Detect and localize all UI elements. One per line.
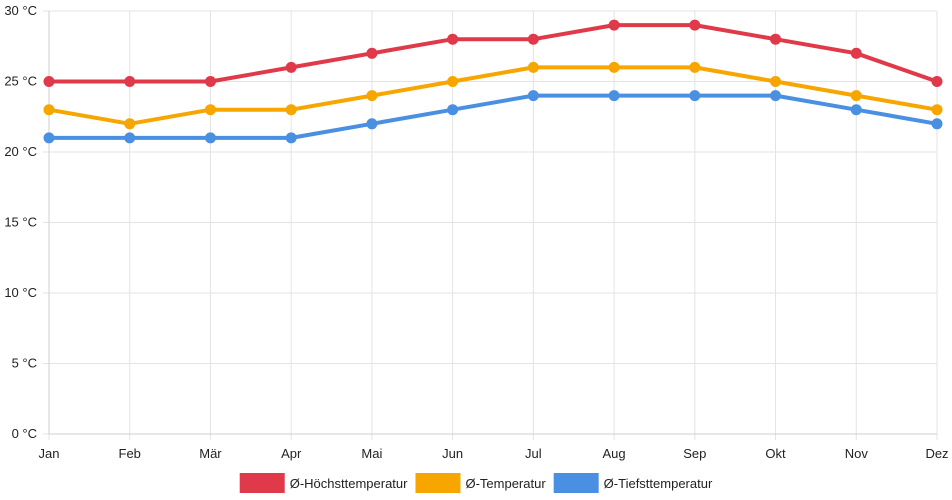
x-tick-label: Aug — [603, 446, 626, 461]
data-point[interactable] — [204, 104, 216, 116]
x-tick-label: Mai — [361, 446, 382, 461]
y-tick-label: 15 °C — [4, 215, 37, 230]
legend-label: Ø-Temperatur — [465, 476, 546, 491]
legend-swatch — [415, 473, 461, 493]
legend-item[interactable]: Ø-Höchsttemperatur — [239, 473, 408, 493]
data-point[interactable] — [770, 33, 782, 45]
data-point[interactable] — [608, 90, 620, 102]
data-point[interactable] — [204, 76, 216, 87]
data-point[interactable] — [447, 76, 459, 87]
data-point[interactable] — [689, 19, 701, 31]
data-point[interactable] — [447, 104, 459, 116]
data-point[interactable] — [608, 61, 620, 73]
data-point[interactable] — [43, 76, 55, 87]
legend-label: Ø-Höchsttemperatur — [290, 476, 408, 491]
x-tick-label: Jul — [525, 446, 542, 461]
series-line — [47, 23, 939, 84]
y-tick-label: 25 °C — [4, 74, 37, 89]
data-point[interactable] — [850, 47, 862, 59]
series-lines — [47, 23, 939, 140]
data-point[interactable] — [527, 90, 539, 102]
x-tick-label: Okt — [765, 446, 786, 461]
data-point[interactable] — [366, 47, 378, 59]
data-point[interactable] — [689, 61, 701, 73]
data-point[interactable] — [931, 118, 943, 130]
legend-swatch — [239, 473, 285, 493]
series-line — [47, 65, 939, 126]
series-points — [43, 19, 943, 144]
x-tick-label: Dez — [925, 446, 948, 461]
data-point[interactable] — [124, 76, 136, 87]
y-tick-label: 30 °C — [4, 3, 37, 18]
data-point[interactable] — [931, 76, 943, 87]
x-tick-label: Feb — [119, 446, 141, 461]
legend-item[interactable]: Ø-Tiefsttemperatur — [553, 473, 713, 493]
series-line — [47, 93, 939, 140]
data-point[interactable] — [850, 90, 862, 102]
x-tick-label: Nov — [845, 446, 869, 461]
y-tick-label: 0 °C — [12, 426, 37, 441]
x-tick-label: Jun — [442, 446, 463, 461]
data-point[interactable] — [366, 118, 378, 130]
data-point[interactable] — [366, 90, 378, 102]
legend-label: Ø-Tiefsttemperatur — [604, 476, 713, 491]
data-point[interactable] — [285, 104, 297, 116]
data-point[interactable] — [285, 132, 297, 144]
data-point[interactable] — [124, 118, 136, 130]
x-axis: Jan Feb Mär Apr Mai Jun Jul Aug Sep Okt Nov Dez — [39, 433, 949, 461]
data-point[interactable] — [770, 76, 782, 87]
data-point[interactable] — [527, 33, 539, 45]
data-point[interactable] — [204, 132, 216, 144]
data-point[interactable] — [770, 90, 782, 102]
data-point[interactable] — [527, 61, 539, 73]
legend-swatch — [553, 473, 599, 493]
y-axis: 0 °C 5 °C 10 °C 15 °C 20 °C 25 °C 30 °C — [4, 3, 50, 441]
x-tick-label: Mär — [199, 446, 222, 461]
x-tick-label: Sep — [683, 446, 706, 461]
data-point[interactable] — [447, 33, 459, 45]
data-point[interactable] — [689, 90, 701, 102]
y-tick-label: 20 °C — [4, 144, 37, 159]
legend-item[interactable]: Ø-Temperatur — [415, 473, 546, 493]
data-point[interactable] — [285, 61, 297, 73]
data-point[interactable] — [43, 132, 55, 144]
data-point[interactable] — [850, 104, 862, 116]
x-tick-label: Jan — [39, 446, 60, 461]
y-tick-label: 5 °C — [12, 356, 37, 371]
data-point[interactable] — [43, 104, 55, 116]
data-point[interactable] — [608, 19, 620, 31]
y-tick-label: 10 °C — [4, 285, 37, 300]
data-point[interactable] — [124, 132, 136, 144]
legend: Ø-Höchsttemperatur Ø-Temperatur Ø-Tiefstte… — [239, 473, 713, 493]
x-tick-label: Apr — [281, 446, 302, 461]
data-point[interactable] — [931, 104, 943, 116]
